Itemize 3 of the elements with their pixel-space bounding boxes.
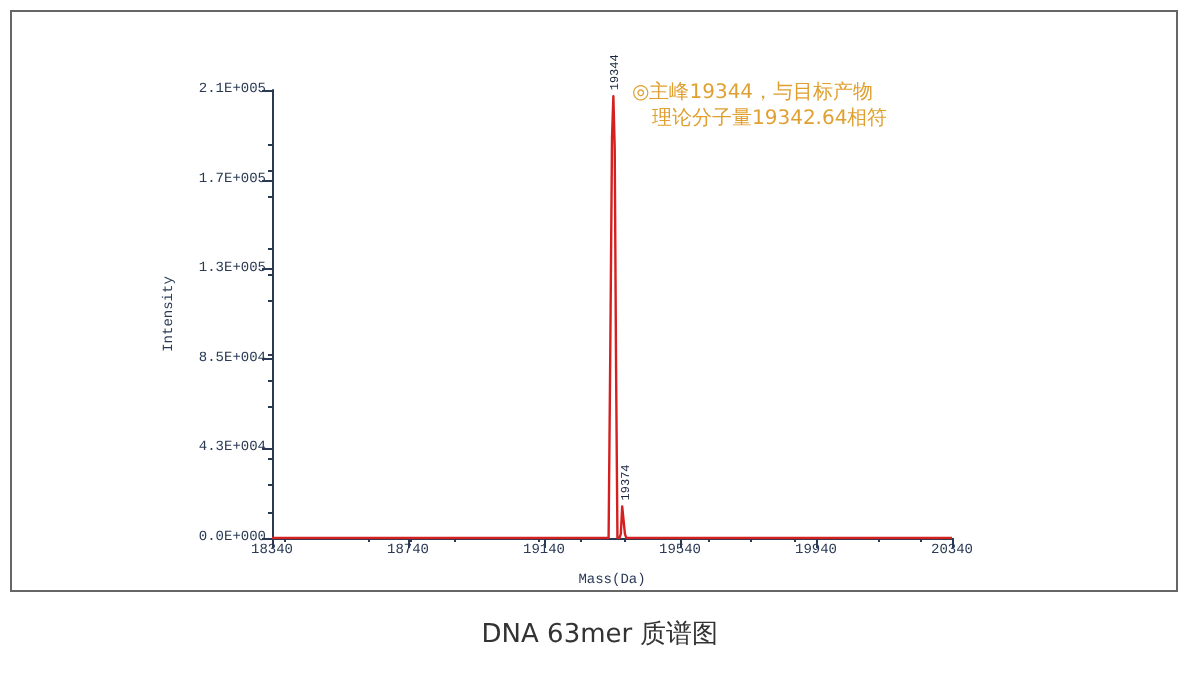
annotation: ◎主峰19344，与目标产物 bbox=[632, 80, 874, 104]
text: DNA 63mer 质谱图 bbox=[481, 620, 719, 650]
annotation: 理论分子量19342.64相符 bbox=[652, 106, 888, 130]
